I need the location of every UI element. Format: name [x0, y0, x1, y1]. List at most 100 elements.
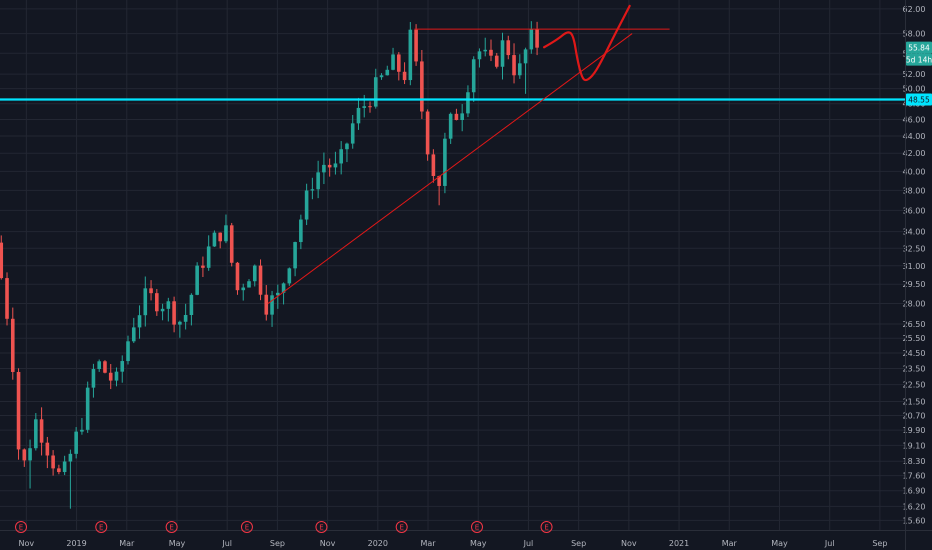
candle-body: [299, 219, 303, 243]
drawings[interactable]: [0, 4, 905, 304]
candle-body: [258, 265, 263, 295]
candle-body: [155, 293, 159, 312]
candle-body: [247, 281, 251, 288]
candle-body: [391, 54, 395, 70]
earnings-marker[interactable]: E: [540, 521, 553, 533]
candle-body: [402, 71, 407, 81]
countdown-badge-bg: [906, 53, 932, 66]
candle-body: [189, 294, 194, 315]
candle-body: [10, 318, 15, 372]
y-tick-label: 28.00: [903, 300, 926, 309]
candle-body: [287, 268, 292, 284]
y-tick-label: 21.50: [903, 397, 926, 406]
y-tick-label: 19.10: [903, 441, 926, 450]
y-tick-label: 52.00: [903, 70, 926, 79]
earnings-marker[interactable]: E: [470, 521, 483, 533]
x-tick-label: Mar: [119, 539, 135, 548]
candle-body: [85, 387, 90, 430]
candle-body: [489, 49, 493, 56]
candle-body: [437, 175, 441, 186]
candle-body: [160, 308, 165, 312]
earnings-marker[interactable]: E: [315, 521, 328, 533]
candle-body: [201, 265, 205, 268]
support-trendline[interactable]: [267, 33, 633, 304]
candle-body: [529, 28, 534, 50]
candle: [120, 355, 125, 383]
candle-body: [276, 292, 280, 296]
candle-body: [408, 29, 413, 81]
candle: [91, 363, 96, 398]
candle-body: [356, 107, 361, 124]
candle-body: [68, 453, 73, 462]
y-tick-label: 58.00: [903, 30, 926, 39]
x-tick-label: Sep: [270, 539, 285, 548]
candle-body: [281, 283, 286, 293]
candle-body: [218, 232, 222, 242]
earnings-marker[interactable]: E: [15, 521, 28, 533]
candle-body: [22, 449, 27, 461]
candle: [414, 24, 418, 66]
projection-path[interactable]: [542, 4, 631, 82]
candle: [322, 152, 326, 185]
candle: [356, 97, 361, 130]
candle: [443, 132, 447, 194]
candle: [304, 183, 309, 226]
candle: [373, 68, 378, 109]
earnings-marker[interactable]: E: [165, 521, 178, 533]
candle-body: [16, 371, 21, 450]
candle: [103, 360, 107, 374]
candle-body: [448, 113, 453, 139]
candle-body: [443, 138, 447, 186]
candle: [431, 149, 436, 183]
candle: [293, 241, 297, 277]
candle: [379, 73, 384, 80]
y-tick-label: 19.90: [903, 426, 926, 435]
earnings-marker[interactable]: E: [395, 521, 408, 533]
candle-body: [322, 164, 326, 173]
y-tick-label: 40.00: [903, 167, 926, 176]
last-price-badge: 55.84: [906, 41, 932, 54]
x-tick-label: Sep: [571, 539, 586, 548]
y-tick-label: 50.00: [903, 85, 926, 94]
x-tick-label: Nov: [320, 539, 336, 548]
candle-body: [45, 442, 50, 456]
candle: [350, 114, 355, 149]
candle-body: [431, 154, 436, 176]
earnings-marker[interactable]: E: [240, 521, 253, 533]
candle-body: [414, 29, 418, 62]
y-tick-label: 26.50: [903, 320, 926, 329]
candle: [437, 175, 441, 206]
earnings-marker[interactable]: E: [95, 521, 108, 533]
candle-body: [143, 288, 148, 316]
y-tick-label: 34.00: [903, 228, 926, 237]
x-tick-label: Mar: [722, 539, 738, 548]
candle: [523, 47, 528, 94]
candle-body: [339, 149, 343, 164]
candle-body: [241, 287, 246, 291]
earnings-marker-label: E: [475, 524, 479, 532]
earnings-marker-circle: [240, 521, 253, 533]
grid-lines: [0, 0, 905, 530]
earnings-marker-label: E: [19, 524, 23, 532]
y-tick-label: 25.50: [903, 334, 926, 343]
candle-body: [385, 69, 390, 76]
candle-body: [178, 321, 182, 325]
candle: [333, 151, 338, 175]
candle: [287, 267, 292, 286]
candle: [149, 280, 153, 301]
candle: [425, 109, 430, 161]
candle-body: [327, 164, 332, 168]
candle-body: [39, 419, 44, 443]
candle-body: [91, 369, 96, 388]
candle-body: [103, 361, 107, 373]
candle: [345, 142, 349, 163]
candle-body: [131, 327, 136, 342]
y-tick-label: 20.70: [903, 412, 926, 421]
candle-body: [264, 294, 269, 315]
candle-body: [183, 314, 188, 322]
y-tick-label: 15.60: [903, 516, 926, 525]
